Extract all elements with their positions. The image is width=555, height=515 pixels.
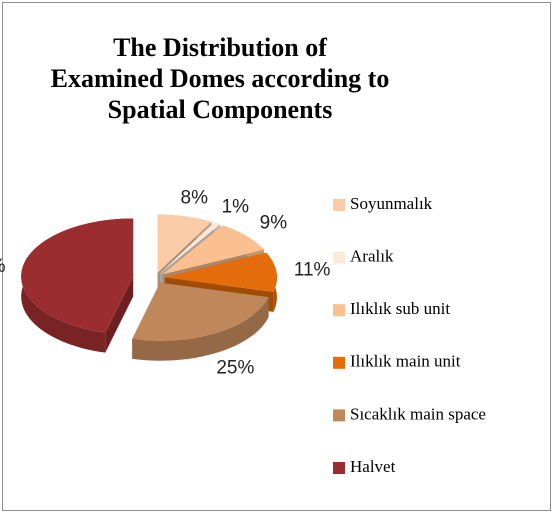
slice — [21, 218, 134, 333]
legend-swatch — [333, 251, 345, 264]
data-label: 1% — [222, 196, 250, 217]
legend-swatch — [333, 356, 345, 369]
slice — [160, 222, 221, 274]
legend-label: Ilıklık main unit — [350, 352, 461, 371]
slice-side — [132, 297, 269, 361]
slice-side — [105, 276, 134, 353]
legend-label: Ilıklık sub unit — [350, 299, 450, 318]
legend-swatch — [333, 304, 345, 317]
slice — [132, 282, 269, 341]
legend-label: Soyunmalık — [350, 194, 433, 213]
data-label: 46% — [0, 256, 6, 277]
slice — [162, 225, 264, 275]
slice-tops — [21, 214, 277, 341]
chart-frame — [2, 2, 551, 511]
data-label: 25% — [216, 358, 254, 379]
chart-title: The Distribution of Examined Domes accor… — [50, 33, 390, 124]
data-label: 9% — [260, 213, 288, 234]
slice — [164, 252, 277, 292]
legend-label: Sıcaklık main space — [350, 404, 486, 423]
legend-label: Halvet — [350, 457, 396, 476]
slice — [157, 214, 212, 273]
legend-swatch — [333, 409, 345, 422]
data-label: 8% — [181, 188, 209, 209]
legend-label: Aralık — [350, 247, 394, 266]
legend-swatch — [333, 462, 345, 474]
data-label: 11% — [294, 259, 331, 280]
legend-swatch — [333, 199, 345, 211]
